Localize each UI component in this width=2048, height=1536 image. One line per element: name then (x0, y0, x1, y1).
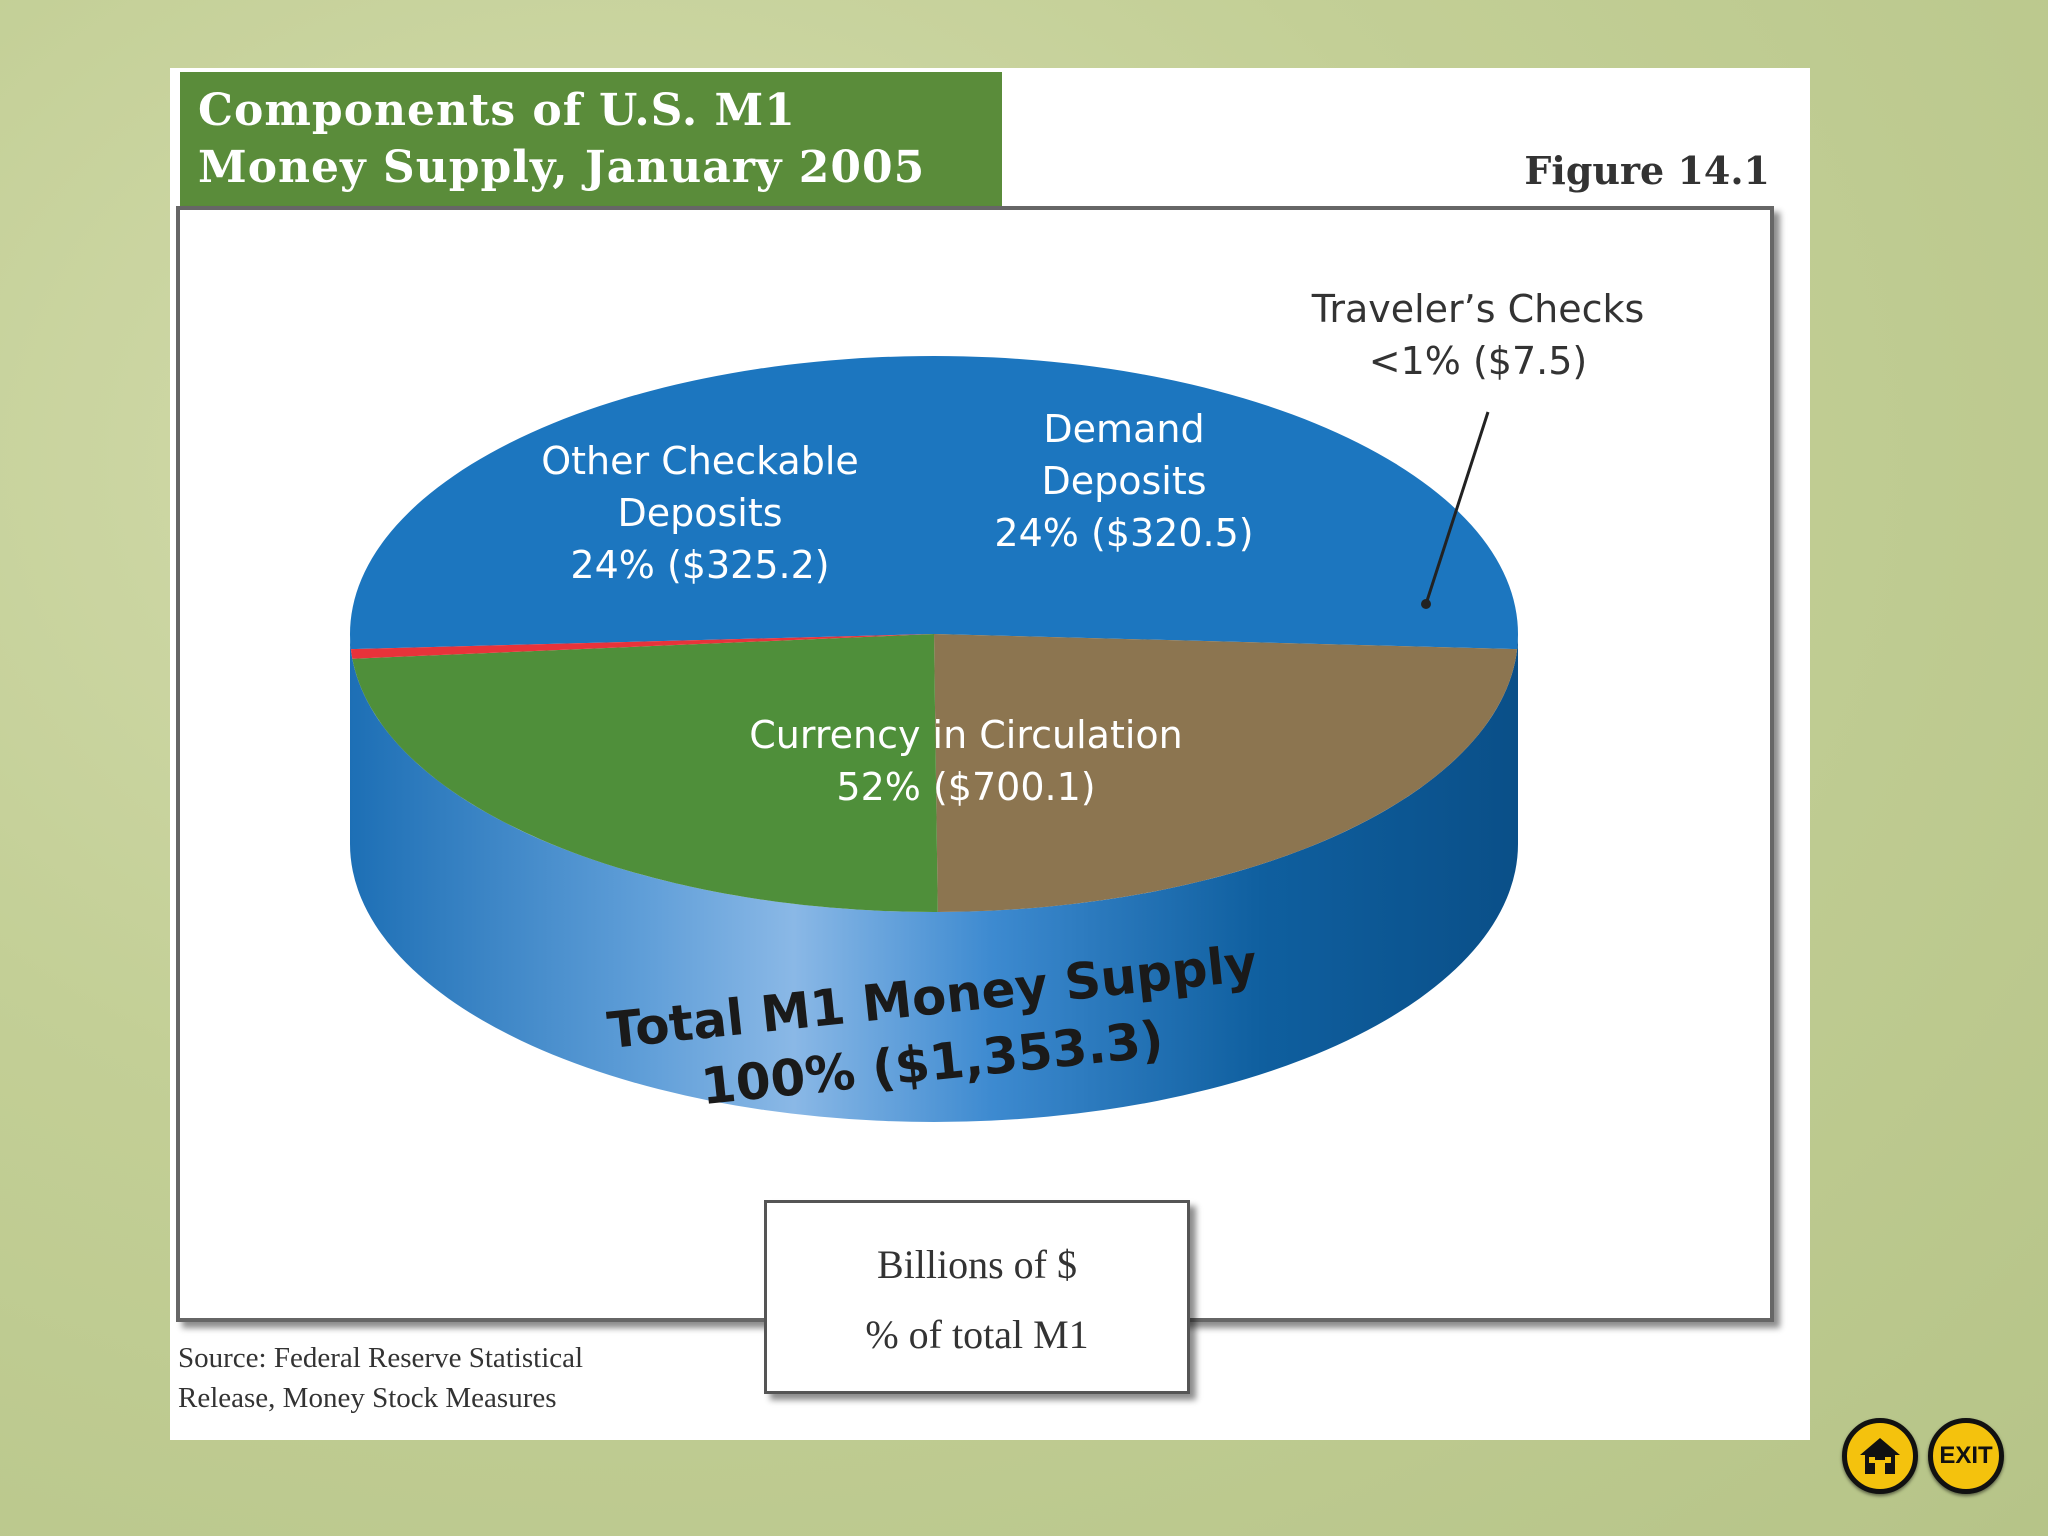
pie-slice-traveler-s-checks (350, 634, 934, 659)
leader-line-travelers-checks (1424, 411, 1490, 605)
units-legend-line2: % of total M1 (865, 1312, 1089, 1357)
pie-slice-currency-in-circulation (349, 355, 1518, 650)
home-button[interactable] (1842, 1418, 1918, 1494)
source-line1: Source: Federal Reserve Statistical (178, 1342, 584, 1374)
label-currency: Currency in Circulation (749, 713, 1183, 757)
source-note: Source: Federal Reserve Statistical Rele… (178, 1338, 583, 1418)
figure-label: Figure 14.1 (1524, 148, 1770, 193)
chart-title-line1: Components of U.S. M1 (198, 85, 796, 136)
label-demand-deposits-line2: Deposits (1041, 459, 1206, 503)
chart-title-line2: Money Supply, January 2005 (198, 142, 926, 193)
exit-label: EXIT (1939, 1442, 1993, 1469)
label-demand-deposits-line1: Demand (1043, 407, 1204, 451)
pie-side-wall (350, 634, 1518, 1122)
home-icon (1860, 1438, 1900, 1474)
label-travelers-checks: Traveler’s Checks (1311, 287, 1645, 331)
value-other-checkable: 24% ($325.2) (570, 543, 829, 587)
label-other-checkable-line2: Deposits (617, 491, 782, 535)
pie-slice-demand-deposits (352, 634, 938, 912)
units-legend: Billions of $ % of total M1 (764, 1200, 1190, 1394)
value-demand-deposits: 24% ($320.5) (994, 511, 1253, 555)
chart-title: Components of U.S. M1 Money Supply, Janu… (180, 72, 1002, 206)
exit-button[interactable]: EXIT (1928, 1418, 2004, 1494)
pie-slice-other-checkable-deposits (934, 634, 1518, 912)
leader-dot-travelers-checks (1421, 599, 1431, 609)
source-line2: Release, Money Stock Measures (178, 1382, 557, 1414)
label-other-checkable-line1: Other Checkable (541, 439, 859, 483)
value-currency: 52% ($700.1) (836, 765, 1095, 809)
value-travelers-checks: <1% ($7.5) (1369, 339, 1587, 383)
units-legend-line1: Billions of $ (876, 1242, 1078, 1287)
